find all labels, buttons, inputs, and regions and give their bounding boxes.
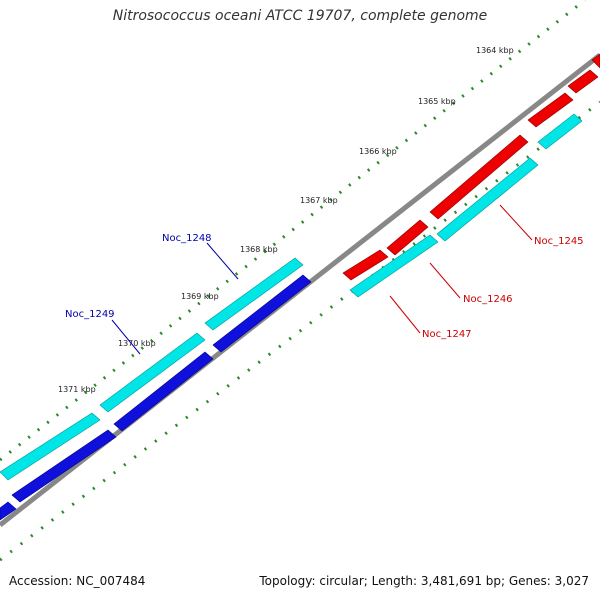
gene-arrow-inner-3[interactable] xyxy=(11,429,117,503)
gene-arrow-red-top-1[interactable] xyxy=(527,92,574,128)
gene-arrow-outer-left[interactable] xyxy=(0,412,101,481)
gene-arrow-noc-1246-red[interactable] xyxy=(386,219,429,256)
genome-summary-text: Topology: circular; Length: 3,481,691 bp… xyxy=(259,574,589,588)
gene-label-noc-1249[interactable]: Noc_1249 xyxy=(65,309,115,320)
reverse-strand-track xyxy=(342,53,600,298)
gene-arrow-noc-1246-cyan[interactable] xyxy=(349,234,439,298)
map-title: Nitrosococcus oceani ATCC 19707, complet… xyxy=(112,8,488,24)
outer-tick-track xyxy=(0,0,586,462)
gene-arrow-noc-1247-red[interactable] xyxy=(342,249,389,281)
callout-line-noc-1249 xyxy=(111,319,141,355)
callout-line-noc-1246 xyxy=(429,262,461,299)
ruler-label-1367: 1367 kbp xyxy=(300,196,338,205)
gene-label-noc-1248[interactable]: Noc_1248 xyxy=(162,233,212,244)
gene-arrow-inner-2[interactable] xyxy=(113,351,214,432)
ruler-label-1364: 1364 kbp xyxy=(476,46,514,55)
forward-strand-track xyxy=(0,257,312,521)
ruler-label-1371: 1371 kbp xyxy=(58,385,96,394)
gene-callouts: Noc_1245 Noc_1246 Noc_1247 Noc_1248 Noc_… xyxy=(65,204,584,355)
gene-arrow-noc-1245-cyan[interactable] xyxy=(436,157,539,242)
ruler-label-1365: 1365 kbp xyxy=(418,97,456,106)
callout-line-noc-1247 xyxy=(389,295,421,334)
ruler-label-1366: 1366 kbp xyxy=(359,147,397,156)
accession-text: Accession: NC_007484 xyxy=(9,574,146,588)
gene-arrow-inner-4[interactable] xyxy=(0,501,17,521)
gene-label-noc-1245[interactable]: Noc_1245 xyxy=(534,236,584,247)
gene-arrow-inner-1[interactable] xyxy=(212,274,312,353)
gene-arrow-noc-1245-red[interactable] xyxy=(429,134,529,220)
gene-arrow-noc-1248-outer[interactable] xyxy=(204,257,304,331)
gene-arrow-noc-1249-outer[interactable] xyxy=(99,332,206,413)
ruler-label-1370: 1370 kbp xyxy=(118,339,156,348)
callout-line-noc-1245 xyxy=(499,204,533,241)
callout-line-noc-1248 xyxy=(206,242,239,280)
ruler-label-1368: 1368 kbp xyxy=(240,245,278,254)
gene-arrow-cyan-top[interactable] xyxy=(537,113,583,150)
gene-label-noc-1246[interactable]: Noc_1246 xyxy=(463,294,513,305)
ruler-labels: 1364 kbp 1365 kbp 1366 kbp 1367 kbp 1368… xyxy=(58,46,514,394)
gene-arrow-red-top-2[interactable] xyxy=(567,69,599,94)
ruler-label-1369: 1369 kbp xyxy=(181,292,219,301)
gene-arrow-red-top-3[interactable] xyxy=(591,53,600,69)
gene-label-noc-1247[interactable]: Noc_1247 xyxy=(422,329,472,340)
inner-tick-track xyxy=(0,100,600,562)
